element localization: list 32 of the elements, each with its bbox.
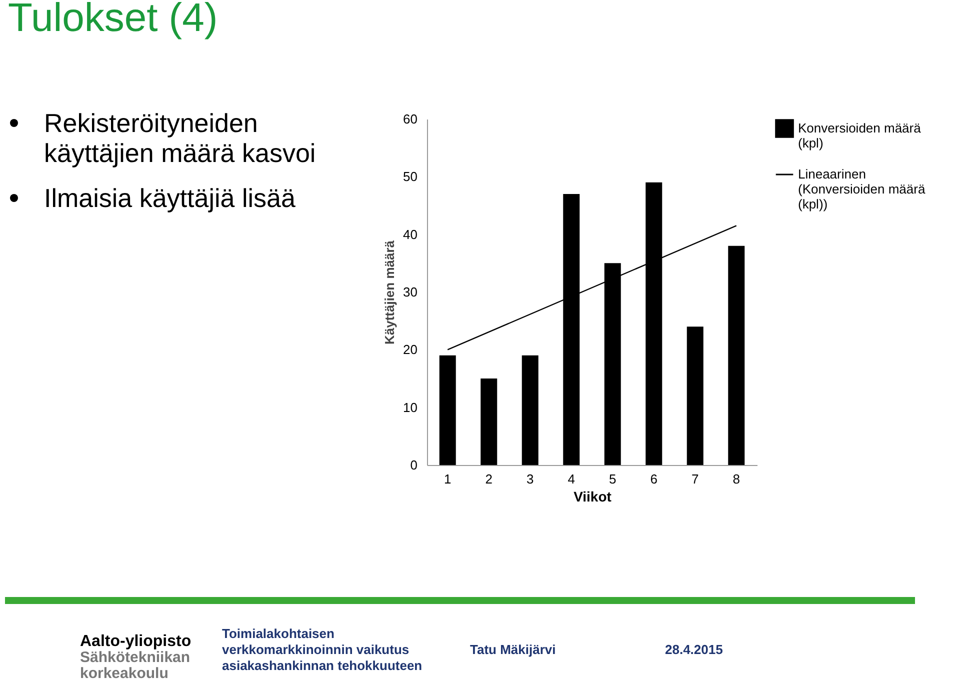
bar bbox=[480, 378, 498, 465]
y-tick-label: 60 bbox=[403, 112, 418, 126]
text: Sähkötekniikan korkeakoulu bbox=[80, 649, 192, 679]
y-tick-label: 40 bbox=[403, 226, 418, 242]
bar bbox=[686, 326, 704, 465]
x-tick-label: 4 bbox=[568, 472, 575, 486]
text: Toimialakohtaisen verkkomarkkinoinnin vaikutus asiakashankinnan tehokkuuteen bbox=[222, 626, 424, 674]
chart-title: Tulokset (4) bbox=[8, 0, 218, 41]
bar bbox=[522, 355, 538, 465]
text: Tatu Mäkijärvi bbox=[470, 642, 556, 657]
x-tick-label: 7 bbox=[692, 472, 699, 486]
y-tick-label: 20 bbox=[403, 342, 418, 358]
text: Ilmaisia käyttäjiä lisää bbox=[44, 183, 296, 213]
text: Aalto-yliopisto bbox=[80, 633, 192, 651]
x-tick-label: 1 bbox=[444, 472, 452, 486]
x-axis-title: Viikot bbox=[574, 488, 612, 504]
x-tick-label: 8 bbox=[732, 472, 740, 486]
y-axis-title: Käyttäjien määrä bbox=[382, 240, 398, 345]
y-tick-label: 10 bbox=[403, 400, 418, 415]
bar bbox=[439, 355, 456, 465]
bar bbox=[728, 246, 745, 465]
y-tick-label: 0 bbox=[410, 458, 418, 472]
x-tick-label: 6 bbox=[650, 472, 658, 486]
x-tick-label: 2 bbox=[485, 472, 492, 486]
x-tick-label: 3 bbox=[526, 472, 534, 486]
text: 28.4.2015 bbox=[665, 642, 723, 657]
text: Rekisteröityneiden käyttäjien määrä kasvoi bbox=[44, 108, 317, 168]
legend-label: Konversioiden määrä (kpl) bbox=[798, 120, 922, 150]
x-tick-label: 5 bbox=[609, 472, 616, 486]
y-tick-label: 30 bbox=[403, 284, 418, 300]
legend-label: Lineaarinen (Konversioiden määrä (kpl)) bbox=[798, 166, 926, 212]
y-tick-label: 50 bbox=[403, 169, 418, 184]
